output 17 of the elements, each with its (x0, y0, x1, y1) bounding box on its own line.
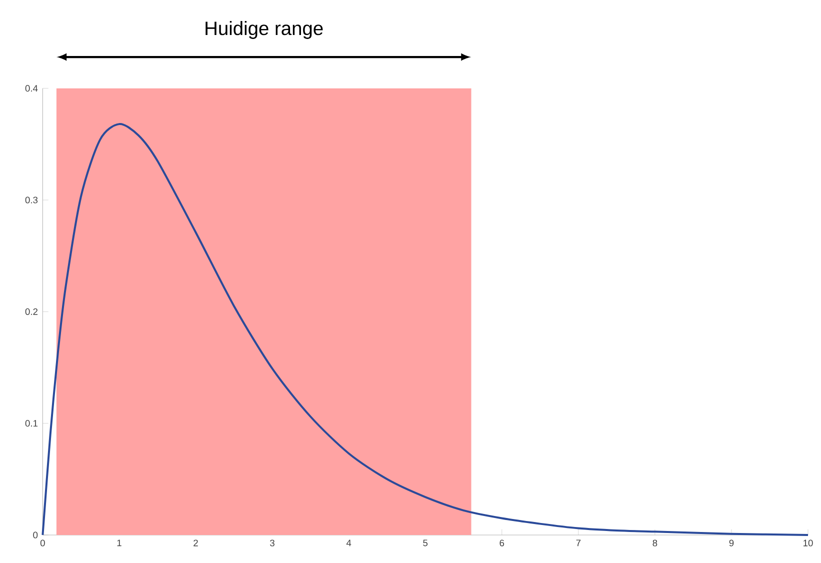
x-tick-label: 4 (346, 540, 352, 546)
x-tick-label: 0 (40, 540, 45, 546)
y-tick-label: 0 (33, 532, 38, 538)
y-tick-label: 0.4 (25, 85, 38, 92)
y-tick-label: 0.1 (25, 420, 38, 427)
x-tick-label: 5 (423, 540, 428, 546)
x-tick-label: 3 (270, 540, 274, 546)
x-tick-label: 2 (194, 540, 198, 546)
x-tick-label: 7 (576, 540, 581, 546)
x-tick-label: 10 (804, 540, 813, 546)
y-tick-label: 0.2 (25, 308, 38, 315)
y-tick-label: 0.3 (25, 196, 38, 204)
x-tick-label: 8 (652, 540, 658, 546)
band-label: Huidige range (206, 21, 323, 39)
x-tick-label: 9 (729, 540, 734, 546)
x-tick-label: 1 (117, 540, 122, 546)
x-tick-label: 6 (500, 540, 504, 546)
